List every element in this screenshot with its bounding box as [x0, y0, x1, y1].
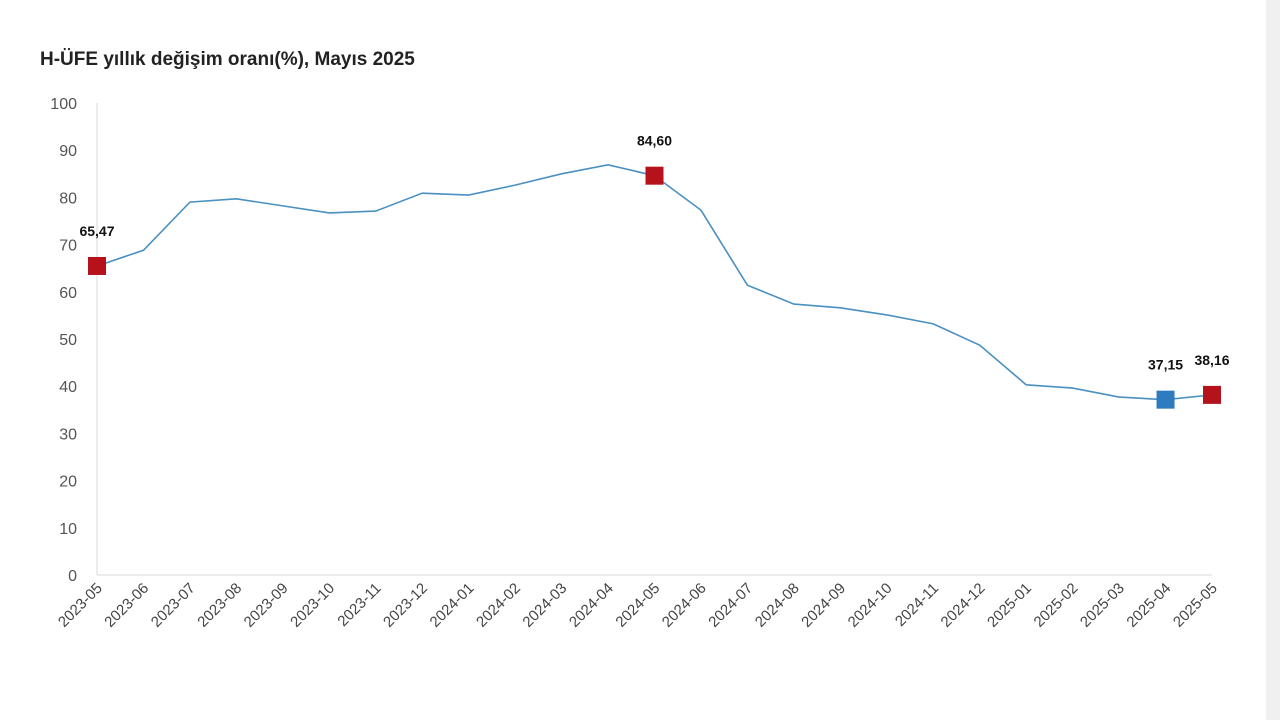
y-tick-label: 30 [59, 426, 77, 443]
x-tick-label: 2023-09 [241, 580, 292, 631]
data-label: 65,47 [79, 223, 114, 239]
y-tick-label: 40 [59, 379, 77, 396]
data-label: 38,16 [1194, 352, 1229, 368]
y-tick-label: 20 [59, 474, 77, 491]
x-tick-label: 2023-10 [287, 580, 338, 631]
x-tick-label: 2023-07 [148, 580, 199, 631]
y-tick-label: 0 [68, 568, 77, 585]
data-point-marker [88, 256, 106, 275]
x-tick-label: 2024-01 [427, 580, 478, 631]
x-tick-label: 2023-05 [55, 580, 106, 631]
data-point-marker [645, 166, 664, 185]
x-tick-label: 2023-12 [380, 580, 431, 631]
x-tick-label: 2024-09 [798, 580, 849, 631]
data-label: 84,60 [637, 133, 672, 149]
scrollbar[interactable] [1266, 0, 1280, 720]
x-tick-label: 2024-12 [938, 580, 989, 631]
x-tick-label: 2025-04 [1123, 580, 1174, 631]
x-tick-label: 2023-08 [194, 580, 245, 631]
y-tick-label: 70 [59, 238, 77, 255]
x-tick-label: 2024-07 [705, 580, 756, 631]
x-tick-label: 2025-01 [984, 580, 1035, 631]
x-tick-label: 2025-02 [1030, 580, 1081, 631]
y-tick-label: 80 [59, 190, 77, 207]
x-tick-label: 2024-08 [752, 580, 803, 631]
x-tick-label: 2025-03 [1077, 580, 1128, 631]
x-tick-label: 2024-11 [892, 580, 942, 630]
y-tick-label: 100 [50, 96, 77, 113]
y-tick-label: 90 [59, 143, 77, 160]
y-tick-label: 10 [59, 521, 77, 538]
x-tick-label: 2024-10 [845, 580, 896, 631]
x-tick-label: 2023-11 [334, 580, 384, 630]
x-tick-label: 2024-06 [659, 580, 710, 631]
x-tick-label: 2023-06 [101, 580, 152, 631]
x-tick-label: 2024-03 [519, 580, 570, 631]
x-tick-label: 2025-05 [1170, 580, 1221, 631]
data-point-marker [1156, 390, 1175, 409]
x-tick-label: 2024-02 [473, 580, 524, 631]
data-point-marker [1203, 385, 1221, 404]
y-tick-label: 60 [59, 285, 77, 302]
data-label: 37,15 [1148, 357, 1183, 373]
y-tick-label: 50 [59, 332, 77, 349]
series-line [96, 164, 1213, 401]
chart-title: H-ÜFE yıllık değişim oranı(%), Mayıs 202… [40, 49, 415, 70]
x-tick-label: 2024-04 [566, 580, 617, 631]
x-tick-label: 2024-05 [612, 580, 663, 631]
